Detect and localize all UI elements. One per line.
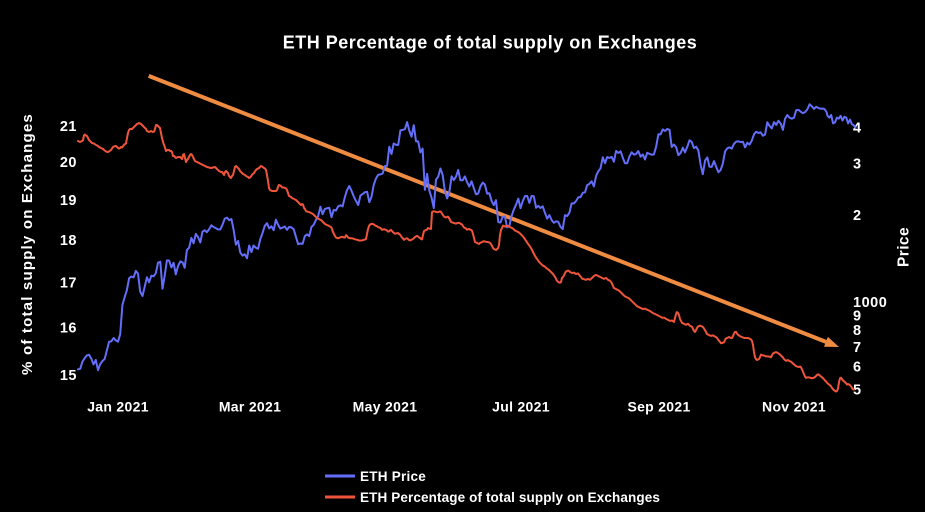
svg-text:Sep 2021: Sep 2021 [627, 399, 690, 415]
svg-text:21: 21 [60, 119, 77, 135]
svg-text:17: 17 [60, 276, 77, 292]
svg-text:15: 15 [60, 368, 77, 384]
svg-text:5: 5 [853, 382, 862, 398]
svg-text:20: 20 [60, 155, 77, 171]
svg-text:ETH Percentage of total supply: ETH Percentage of total supply on Exchan… [283, 33, 698, 53]
svg-text:ETH Price: ETH Price [360, 469, 426, 484]
svg-text:% of total supply on Exchanges: % of total supply on Exchanges [19, 113, 36, 375]
svg-text:May 2021: May 2021 [353, 399, 418, 415]
svg-text:2: 2 [853, 208, 862, 224]
svg-text:16: 16 [60, 320, 77, 336]
svg-text:3: 3 [853, 157, 862, 173]
svg-text:18: 18 [60, 233, 77, 249]
svg-text:Nov 2021: Nov 2021 [762, 399, 826, 415]
svg-text:1000: 1000 [853, 295, 887, 311]
svg-text:Price: Price [896, 227, 913, 267]
svg-text:Jan 2021: Jan 2021 [87, 399, 149, 415]
svg-text:19: 19 [60, 193, 77, 209]
svg-text:Mar 2021: Mar 2021 [219, 399, 281, 415]
svg-text:9: 9 [853, 308, 862, 324]
svg-text:Jul 2021: Jul 2021 [492, 399, 550, 415]
svg-text:7: 7 [853, 340, 862, 356]
svg-text:6: 6 [853, 359, 862, 375]
svg-text:ETH Percentage of total supply: ETH Percentage of total supply on Exchan… [360, 490, 660, 505]
svg-text:4: 4 [853, 121, 862, 137]
svg-text:8: 8 [853, 323, 862, 339]
